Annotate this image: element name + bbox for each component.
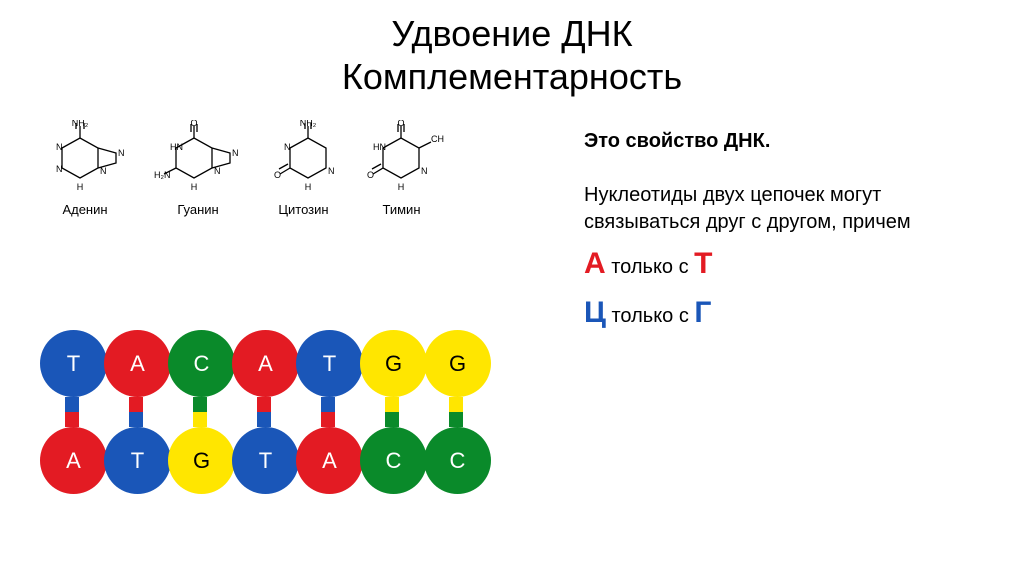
pair1-mid: только с bbox=[606, 256, 694, 278]
nucleotide-T: T bbox=[40, 330, 107, 397]
explanation-heading: Это свойство ДНК. bbox=[584, 128, 984, 155]
bond bbox=[40, 397, 104, 427]
bond bbox=[296, 397, 360, 427]
pair2-left: Ц bbox=[584, 296, 606, 329]
chem-cytosine: NH₂ N O N H Цитозин bbox=[266, 120, 341, 217]
pair2-mid: только с bbox=[606, 305, 694, 327]
svg-text:N: N bbox=[232, 148, 239, 158]
pair1-left: А bbox=[584, 247, 606, 280]
svg-text:NH₂: NH₂ bbox=[300, 120, 317, 128]
svg-text:N: N bbox=[100, 166, 107, 176]
svg-text:HN: HN bbox=[373, 142, 386, 152]
nucleotide-A: A bbox=[40, 427, 107, 494]
pair-rule-2: Ц только с Г bbox=[584, 293, 984, 334]
svg-text:HN: HN bbox=[170, 142, 183, 152]
guanine-structure-icon: O HN H₂N N N H bbox=[148, 120, 248, 200]
svg-text:N: N bbox=[56, 142, 63, 152]
title-line-2: Комплементарность bbox=[342, 56, 682, 97]
slide-title: Удвоение ДНК Комплементарность bbox=[0, 0, 1024, 98]
bottom-strand: ATGTACC bbox=[40, 427, 488, 494]
svg-text:H₂N: H₂N bbox=[154, 170, 171, 180]
nucleotide-T: T bbox=[296, 330, 363, 397]
svg-text:N: N bbox=[328, 166, 335, 176]
pair1-right: Т bbox=[694, 247, 712, 280]
nucleotide-A: A bbox=[232, 330, 299, 397]
nucleotide-T: T bbox=[232, 427, 299, 494]
pair2-right: Г bbox=[694, 296, 711, 329]
svg-text:N: N bbox=[56, 164, 63, 174]
nucleotide-C: C bbox=[360, 427, 427, 494]
nucleotide-G: G bbox=[424, 330, 491, 397]
explanation-body: Нуклеотиды двух цепочек могут связыватьс… bbox=[584, 182, 984, 236]
nucleotide-C: C bbox=[424, 427, 491, 494]
chem-adenine: NH₂ N N N N H Аденин bbox=[40, 120, 130, 217]
nucleotide-A: A bbox=[296, 427, 363, 494]
title-line-1: Удвоение ДНК bbox=[391, 13, 632, 54]
nucleotide-A: A bbox=[104, 330, 171, 397]
svg-text:O: O bbox=[274, 170, 281, 180]
svg-text:H: H bbox=[305, 182, 312, 192]
adenine-label: Аденин bbox=[62, 202, 107, 217]
nucleotide-T: T bbox=[104, 427, 171, 494]
top-strand: TACATGG bbox=[40, 330, 488, 397]
thymine-label: Тимин bbox=[382, 202, 420, 217]
bond bbox=[424, 397, 488, 427]
svg-text:N: N bbox=[214, 166, 221, 176]
adenine-structure-icon: NH₂ N N N N H bbox=[40, 120, 130, 200]
svg-text:H: H bbox=[398, 182, 405, 192]
svg-text:O: O bbox=[397, 120, 404, 128]
svg-text:N: N bbox=[118, 148, 125, 158]
pair-rule-1: А только с Т bbox=[584, 244, 984, 285]
chem-guanine: O HN H₂N N N H Гуанин bbox=[148, 120, 248, 217]
cytosine-label: Цитозин bbox=[278, 202, 328, 217]
bond bbox=[360, 397, 424, 427]
svg-text:N: N bbox=[421, 166, 428, 176]
cytosine-structure-icon: NH₂ N O N H bbox=[266, 120, 341, 200]
svg-text:O: O bbox=[190, 120, 197, 128]
bond bbox=[232, 397, 296, 427]
svg-text:N: N bbox=[284, 142, 291, 152]
bond bbox=[168, 397, 232, 427]
guanine-label: Гуанин bbox=[177, 202, 218, 217]
nucleotide-G: G bbox=[168, 427, 235, 494]
svg-text:H: H bbox=[191, 182, 198, 192]
explanation-panel: Это свойство ДНК. Нуклеотиды двух цепоче… bbox=[584, 128, 984, 333]
hydrogen-bonds bbox=[40, 397, 488, 427]
svg-text:NH₂: NH₂ bbox=[72, 120, 89, 128]
svg-text:H: H bbox=[77, 182, 84, 192]
nucleotide-C: C bbox=[168, 330, 235, 397]
nucleotide-G: G bbox=[360, 330, 427, 397]
dna-strand-diagram: TACATGG ATGTACC bbox=[40, 330, 488, 494]
svg-text:O: O bbox=[367, 170, 374, 180]
chem-thymine: O HN O CH₃ N H Тимин bbox=[359, 120, 444, 217]
thymine-structure-icon: O HN O CH₃ N H bbox=[359, 120, 444, 200]
chemical-structures: NH₂ N N N N H Аденин O HN H₂N N N H Гуан… bbox=[40, 120, 444, 217]
bond bbox=[104, 397, 168, 427]
svg-text:CH₃: CH₃ bbox=[431, 134, 444, 144]
